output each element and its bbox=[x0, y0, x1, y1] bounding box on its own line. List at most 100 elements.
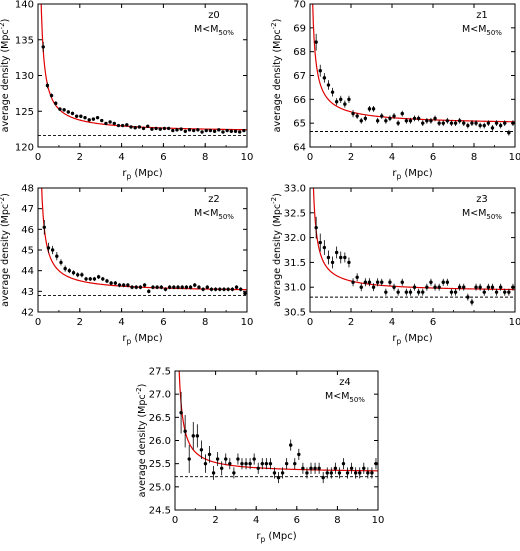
data-point bbox=[133, 125, 137, 130]
data-point bbox=[224, 457, 228, 461]
data-point bbox=[371, 107, 376, 111]
data-point bbox=[333, 466, 338, 470]
data-point bbox=[363, 280, 368, 284]
data-point bbox=[234, 285, 239, 289]
data-point bbox=[490, 126, 495, 130]
data-point bbox=[244, 461, 248, 466]
x-tick-label: 10 bbox=[509, 317, 520, 328]
data-point bbox=[121, 283, 126, 287]
data-point bbox=[63, 266, 67, 271]
data-point bbox=[120, 123, 125, 128]
y-tick-label: 64 bbox=[293, 143, 306, 154]
data-point bbox=[228, 461, 232, 466]
data-point bbox=[408, 119, 413, 123]
data-point bbox=[345, 471, 350, 475]
data-point bbox=[445, 280, 450, 284]
y-tick-label: 47 bbox=[21, 204, 34, 215]
data-point bbox=[221, 130, 225, 134]
data-point bbox=[326, 255, 331, 260]
data-point bbox=[50, 248, 55, 252]
data-point bbox=[330, 260, 335, 265]
data-point bbox=[437, 285, 441, 289]
data-point bbox=[239, 287, 243, 291]
data-point bbox=[242, 128, 246, 133]
data-point bbox=[343, 102, 347, 106]
y-tick-label: 25.5 bbox=[149, 459, 171, 470]
x-tick-label: 2 bbox=[77, 317, 83, 328]
data-point bbox=[400, 111, 404, 116]
data-point bbox=[212, 129, 217, 133]
x-tick-label: 0 bbox=[35, 152, 41, 163]
data-point bbox=[272, 471, 277, 475]
x-tick-label: 10 bbox=[509, 152, 520, 163]
data-point bbox=[404, 290, 409, 294]
data-point bbox=[193, 283, 197, 287]
data-point bbox=[317, 466, 321, 470]
x-tick-label: 8 bbox=[334, 515, 340, 526]
x-tick-label: 8 bbox=[202, 152, 208, 163]
data-point bbox=[358, 471, 362, 475]
data-point bbox=[449, 290, 454, 294]
data-point bbox=[318, 69, 322, 73]
y-tick-label: 27.0 bbox=[149, 390, 171, 401]
data-point bbox=[388, 116, 392, 121]
data-point bbox=[84, 277, 88, 281]
panel-tag: z2 bbox=[208, 194, 220, 205]
data-point bbox=[392, 114, 396, 118]
data-point bbox=[41, 45, 45, 49]
data-point bbox=[226, 287, 230, 291]
data-point bbox=[80, 273, 84, 277]
data-point bbox=[490, 285, 495, 289]
y-tick-label: 30.5 bbox=[284, 308, 306, 319]
data-point bbox=[425, 119, 429, 123]
x-tick-label: 2 bbox=[212, 515, 218, 526]
data-point bbox=[130, 285, 134, 289]
data-point bbox=[341, 461, 346, 466]
data-point bbox=[462, 121, 466, 125]
plot-area bbox=[38, 4, 247, 137]
x-tick-label: 6 bbox=[160, 152, 166, 163]
x-tick-label: 0 bbox=[307, 317, 313, 328]
data-point bbox=[230, 287, 235, 291]
y-tick-label: 65 bbox=[293, 119, 306, 130]
data-point bbox=[46, 246, 51, 250]
plot-frame bbox=[174, 370, 379, 511]
y-tick-label: 69 bbox=[293, 23, 306, 34]
data-point bbox=[314, 225, 318, 230]
data-point bbox=[79, 114, 83, 118]
data-point bbox=[457, 119, 462, 123]
y-tick-label: 27.5 bbox=[149, 367, 171, 378]
data-point bbox=[70, 111, 75, 116]
y-tick-label: 45 bbox=[21, 246, 34, 257]
data-point bbox=[129, 125, 133, 129]
panel-tag: z4 bbox=[339, 377, 351, 388]
data-point bbox=[366, 471, 370, 475]
y-tick-label: 31.5 bbox=[284, 258, 306, 269]
data-point bbox=[388, 280, 392, 284]
data-point bbox=[408, 290, 413, 294]
data-point bbox=[433, 116, 437, 121]
panel-tag: z1 bbox=[476, 10, 488, 21]
y-tick-label: 130 bbox=[15, 71, 34, 82]
data-point bbox=[339, 97, 343, 102]
x-axis-label: rp (Mpc) bbox=[256, 531, 296, 544]
data-point bbox=[362, 466, 366, 470]
data-point bbox=[113, 281, 118, 285]
data-point bbox=[83, 115, 87, 120]
y-axis-label: average density (Mpc-2) bbox=[0, 19, 11, 133]
y-tick-label: 43 bbox=[21, 287, 34, 298]
x-axis-label: rp (Mpc) bbox=[122, 333, 162, 346]
data-point bbox=[416, 116, 421, 121]
data-point bbox=[134, 285, 138, 289]
data-point bbox=[248, 461, 252, 466]
panel-mass-label: M<M50% bbox=[194, 208, 234, 221]
data-point bbox=[219, 466, 224, 470]
data-point bbox=[309, 466, 313, 470]
data-point bbox=[384, 290, 388, 294]
data-point bbox=[67, 268, 72, 273]
data-point bbox=[58, 107, 62, 111]
data-point bbox=[208, 128, 213, 133]
data-point bbox=[217, 128, 221, 132]
data-point bbox=[201, 287, 205, 291]
